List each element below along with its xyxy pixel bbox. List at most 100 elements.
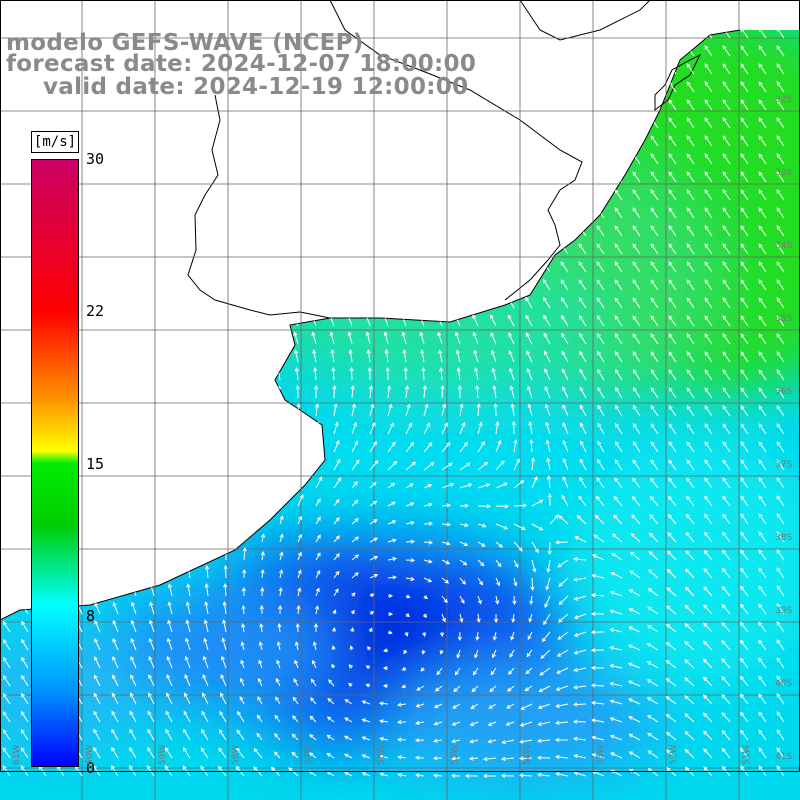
wind-arrow-head bbox=[422, 632, 427, 638]
wind-arrow-head bbox=[182, 189, 187, 194]
wind-arrow-head bbox=[349, 645, 354, 650]
wind-arrow bbox=[315, 477, 322, 489]
wind-arrow-head bbox=[200, 243, 205, 248]
wind-arrow-head bbox=[204, 601, 209, 606]
wind-arrow bbox=[223, 404, 227, 417]
uruguay-border bbox=[329, 0, 583, 301]
wind-arrow-head bbox=[704, 495, 709, 500]
wind-arrow bbox=[344, 99, 353, 111]
wind-arrow-head bbox=[2, 225, 7, 230]
wind-arrow-head bbox=[668, 477, 673, 482]
wind-arrow-head bbox=[204, 421, 209, 426]
wind-arrow bbox=[542, 631, 551, 642]
wind-arrow-head bbox=[93, 674, 98, 679]
wind-arrow bbox=[506, 721, 515, 726]
wind-arrow bbox=[94, 602, 101, 615]
wind-arrow-head bbox=[506, 704, 511, 709]
wind-arrow-head bbox=[200, 153, 205, 158]
wind-arrow bbox=[506, 189, 515, 201]
wind-arrow-head bbox=[20, 351, 25, 356]
wind-arrow bbox=[146, 261, 155, 273]
wind-arrow-head bbox=[93, 422, 98, 427]
wind-arrow bbox=[684, 659, 695, 669]
wind-arrow-head bbox=[703, 549, 708, 555]
wind-arrow-head bbox=[316, 552, 321, 557]
wind-arrow bbox=[200, 207, 209, 219]
wind-arrow-head bbox=[149, 457, 154, 463]
wind-arrow-head bbox=[483, 756, 488, 762]
wind-arrow-head bbox=[379, 719, 384, 724]
wind-arrow-head bbox=[166, 655, 171, 661]
wind-arrow-head bbox=[495, 600, 500, 605]
wind-arrow-head bbox=[632, 297, 637, 302]
wind-arrow-head bbox=[722, 369, 727, 374]
wind-arrow-head bbox=[684, 604, 689, 610]
wind-arrow-head bbox=[362, 171, 367, 176]
wind-arrow-head bbox=[758, 585, 763, 590]
wind-arrow bbox=[667, 550, 677, 561]
wind-arrow-head bbox=[722, 513, 727, 518]
wind-arrow-head bbox=[428, 521, 434, 526]
wind-arrow-head bbox=[380, 153, 385, 158]
wind-arrow-head bbox=[168, 565, 173, 570]
wind-arrow-head bbox=[128, 315, 133, 320]
wind-arrow-head bbox=[721, 694, 726, 699]
wind-arrow bbox=[112, 422, 119, 435]
wind-arrow-head bbox=[546, 475, 552, 480]
wind-arrow-head bbox=[149, 619, 154, 625]
wind-arrow-head bbox=[573, 557, 578, 562]
wind-arrow bbox=[384, 332, 389, 345]
wind-arrow-head bbox=[184, 692, 188, 697]
wind-arrow-head bbox=[410, 539, 416, 544]
wind-arrow-head bbox=[327, 697, 332, 703]
wind-arrow-head bbox=[627, 644, 633, 649]
wind-arrow-head bbox=[398, 30, 403, 32]
wind-arrow bbox=[610, 591, 623, 597]
wind-arrow bbox=[722, 153, 731, 165]
wind-arrow bbox=[649, 532, 659, 543]
wind-arrow bbox=[128, 279, 137, 291]
wind-arrow-head bbox=[614, 351, 619, 356]
wind-arrow bbox=[344, 207, 353, 219]
wind-arrow-head bbox=[354, 499, 359, 504]
wind-arrow bbox=[560, 225, 569, 237]
wind-arrow-head bbox=[274, 313, 279, 319]
wind-arrow bbox=[313, 350, 317, 363]
wind-arrow-head bbox=[2, 495, 7, 500]
wind-arrow bbox=[111, 747, 119, 759]
wind-arrow bbox=[405, 404, 410, 417]
wind-arrow bbox=[255, 279, 263, 291]
wind-arrow-head bbox=[165, 10, 168, 14]
wind-arrow bbox=[345, 261, 353, 273]
wind-arrow-head bbox=[336, 458, 341, 463]
wind-arrow-head bbox=[703, 730, 708, 735]
wind-arrow bbox=[279, 534, 283, 543]
wind-arrow-head bbox=[758, 261, 763, 266]
wind-arrow bbox=[632, 478, 641, 489]
wind-arrow bbox=[148, 386, 155, 399]
wind-arrow-head bbox=[111, 368, 116, 374]
wind-arrow-head bbox=[186, 547, 191, 552]
wind-arrow bbox=[257, 696, 263, 705]
wind-arrow-head bbox=[487, 739, 492, 744]
wind-arrow bbox=[255, 261, 263, 273]
wind-arrow-head bbox=[313, 367, 318, 372]
wind-arrow bbox=[253, 748, 263, 759]
wind-arrow bbox=[776, 621, 785, 633]
wind-arrow-head bbox=[650, 261, 655, 266]
wind-arrow-head bbox=[344, 189, 349, 194]
wind-arrow-head bbox=[361, 700, 366, 705]
wind-arrow-head bbox=[522, 503, 528, 508]
wind-arrow bbox=[507, 279, 515, 291]
wind-arrow-head bbox=[597, 350, 601, 356]
wind-arrow bbox=[596, 63, 605, 75]
wind-arrow-head bbox=[148, 368, 152, 373]
wind-arrow bbox=[558, 595, 569, 605]
wind-arrow-head bbox=[632, 171, 637, 176]
wind-arrow-head bbox=[668, 459, 673, 464]
wind-arrow bbox=[166, 351, 173, 363]
wind-arrow-head bbox=[722, 153, 727, 158]
wind-arrow-head bbox=[370, 593, 375, 598]
wind-arrow-head bbox=[488, 117, 493, 122]
wind-arrow bbox=[130, 404, 137, 417]
